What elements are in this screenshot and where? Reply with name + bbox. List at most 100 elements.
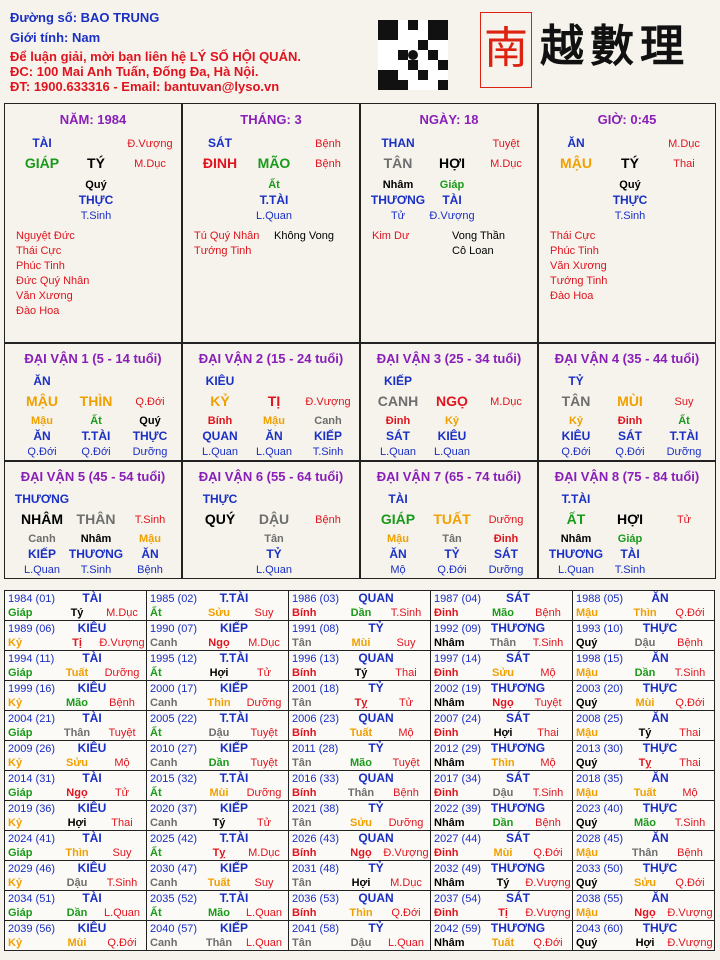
ten-god: TỶ [368,801,384,815]
stage: Q.Đới [391,907,421,919]
stage: Tử [676,514,692,526]
stage: Bệnh [535,817,561,829]
branch: Thìn [491,757,515,769]
star: Thái Cực [16,245,62,257]
year-label: 2036 (53) [292,893,340,905]
hidden-god: SÁT [386,429,410,443]
stage: L.Quan [245,907,283,919]
stage: M.Dục [248,847,280,859]
ten-god: TỶ [368,621,384,635]
stem: Bính [292,907,317,919]
star: Tướng Tinh [194,245,252,257]
ten-god: QUAN [358,831,394,845]
year-cell [572,860,715,891]
year-label: 2042 (59) [434,923,482,935]
stem: Ất [150,907,162,919]
branch: Thìn [633,607,657,619]
branch: Dậu [66,877,88,889]
year-cell [146,650,289,681]
ten-god: KIẾP [219,861,249,875]
ten-god: THỰC [642,681,678,695]
star: Đức Quý Nhân [16,275,90,287]
hidden-god: T.TÀI [259,193,289,207]
ten-god: THƯƠNG [14,492,70,506]
ten-god: SÁT [506,711,530,725]
stem: Quý [576,937,598,949]
branch: Tý [638,727,652,739]
stage: T.Sinh [532,637,564,649]
stage: Bệnh [315,514,341,526]
branch: Dậu [492,787,514,799]
ten-god: TÀI [32,136,52,150]
stem: Mậu [576,847,598,859]
year-label: 1997 (14) [434,653,482,665]
hidden-stem: Bính [207,415,233,427]
ten-god: THƯƠNG [490,621,546,635]
ten-god: T.TÀI [219,891,249,905]
year-label: 2024 (41) [8,833,56,845]
stage: Mộ [682,787,698,799]
stem: GIÁP [24,155,60,171]
year-label: 1999 (16) [8,683,56,695]
stem: Kỷ [8,817,23,829]
stage: Suy [254,877,274,889]
ten-god: KIÊU [205,374,235,388]
branch: Mùi [209,787,229,799]
year-cell [288,590,431,621]
hidden-stem: Đinh [385,415,411,427]
stage: Đ.Vượng [525,907,571,919]
stem: TÂN [383,155,413,171]
stage: Đ.Vượng [667,937,713,949]
pillar-cell [4,103,182,343]
luck-cell [360,461,538,579]
branch: NGỌ [436,393,468,409]
stage: Đ.Vượng [127,138,173,150]
year-cell [4,650,147,681]
hidden-god: THƯƠNG [68,547,124,561]
year-label: 1985 (02) [150,593,198,605]
star: Không Vong [274,230,334,242]
star: Đào Hoa [550,290,594,302]
stem: Tân [292,757,312,769]
hidden-stem: Ất [268,179,280,191]
branch: Thìn [349,907,373,919]
stage: Dưỡng [488,514,524,526]
ten-god: QUAN [358,771,394,785]
stage: Bệnh [109,697,135,709]
hidden-stage: T.Sinh [614,564,646,576]
stem: GIÁP [380,511,416,527]
ten-god: KIẾP [219,741,249,755]
year-cell [4,770,147,801]
hidden-stage: Dưỡng [488,564,524,576]
star: Tú Quý Nhân [194,230,260,242]
branch: THÂN [76,511,116,527]
hidden-stage: T.Sinh [80,210,112,222]
stem: Tân [292,937,312,949]
hidden-stage: Mộ [390,564,406,576]
stem: Bính [292,727,317,739]
hidden-stage: L.Quan [255,564,293,576]
stem: Giáp [8,847,33,859]
hidden-stage: Bệnh [137,564,163,576]
hidden-god: THỰC [612,193,648,207]
ten-god: SÁT [506,831,530,845]
stem: Quý [576,757,598,769]
year-label: 2043 (60) [576,923,624,935]
stem: Tân [292,877,312,889]
year-label: 2007 (24) [434,713,482,725]
ten-god: TÀI [82,831,102,845]
ten-god: TỶ [568,374,584,388]
branch: Mão [634,817,656,829]
star: Thái Cực [550,230,596,242]
stage: Bệnh [393,787,419,799]
stage: M.Dục [390,877,422,889]
branch: Tuất [349,727,373,739]
cell-title: NĂM: 1984 [59,112,127,127]
hidden-god: T.TÀI [81,429,111,443]
stem: Canh [150,937,178,949]
luck-cell [360,343,538,461]
year-label: 2008 (25) [576,713,624,725]
ten-god: THƯƠNG [490,681,546,695]
year-label: 1987 (04) [434,593,482,605]
year-cell [430,620,573,651]
